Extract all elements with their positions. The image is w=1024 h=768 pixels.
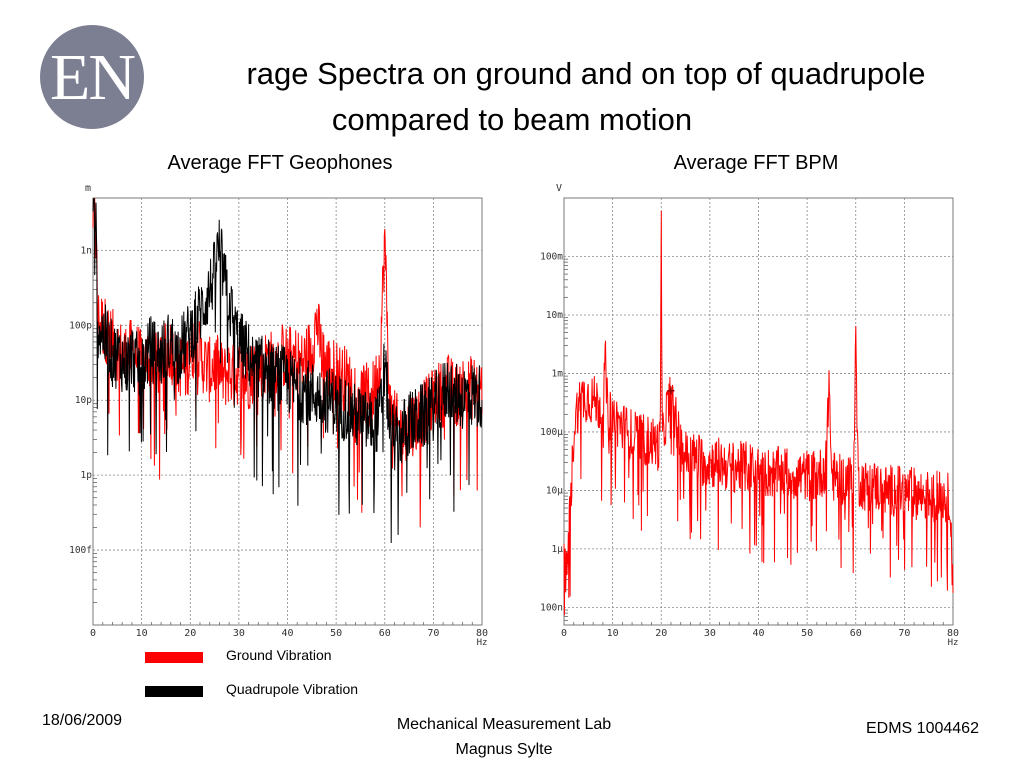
y-axis-unit-0: m [85,183,91,194]
y-tick-label-1: 10m [546,310,563,321]
x-tick-label-0: 80 [476,628,488,639]
y-tick-label-0: 10p [75,395,92,406]
y-tick-label-0: 100p [69,320,92,331]
bpm-chart-title: Average FFT BPM [673,152,839,174]
logo-text: EN [50,41,136,114]
y-tick-label-1: 1μ [552,544,564,555]
x-tick-label-1: 50 [801,628,813,639]
x-tick-label-1: 80 [947,628,959,639]
x-tick-label-0: 40 [281,628,293,639]
legend-label-ground: Ground Vibration [226,647,332,663]
slide-title-line1: rage Spectra on ground and on top of qua… [0,51,1024,97]
footer-lab-name: Mechanical Measurement Lab [396,716,612,733]
y-tick-label-1: 100m [540,251,563,262]
footer-author: Magnus Sylte [455,741,553,758]
footer-edms: EDMS 1004462 [866,720,979,737]
series-trace-0-1 [92,198,483,544]
slide-date: 18/06/2009 [42,712,123,729]
en-logo: EN [40,25,144,129]
y-tick-label-0: 1n [81,245,92,256]
x-tick-label-1: 70 [898,628,910,639]
y-tick-label-1: 100n [540,602,563,613]
slide-title-line2: compared to beam motion [331,102,693,137]
legend-swatch-quadrupole [145,686,203,697]
x-axis-unit-0: Hz [477,638,488,648]
x-tick-label-0: 60 [379,628,391,639]
x-axis-unit-1: Hz [948,638,959,648]
x-tick-label-1: 20 [655,628,667,639]
x-tick-label-0: 0 [90,628,96,639]
x-tick-label-1: 30 [704,628,716,639]
x-tick-label-0: 30 [233,628,245,639]
x-tick-label-0: 50 [330,628,342,639]
x-tick-label-1: 60 [850,628,862,639]
x-tick-label-0: 20 [184,628,196,639]
y-tick-label-1: 1m [552,368,564,379]
y-tick-label-1: 10μ [546,485,563,496]
y-tick-label-1: 100μ [540,427,563,438]
y-axis-unit-1: V [556,183,562,194]
x-tick-label-0: 70 [427,628,439,639]
legend-label-quadrupole: Quadrupole Vibration [226,681,359,697]
y-tick-label-0: 1p [81,470,93,481]
title-line1-text: rage Spectra on ground and on top of qua… [246,56,926,91]
y-tick-label-0: 100f [69,545,92,556]
cursor-marker-1: + [667,384,675,399]
series-trace-1-0 [563,210,954,616]
x-tick-label-0: 10 [136,628,148,639]
geophones-chart-title: Average FFT Geophones [167,152,393,174]
legend-swatch-ground [145,652,203,663]
x-tick-label-1: 0 [561,628,567,639]
x-tick-label-1: 10 [607,628,619,639]
x-tick-label-1: 40 [752,628,764,639]
